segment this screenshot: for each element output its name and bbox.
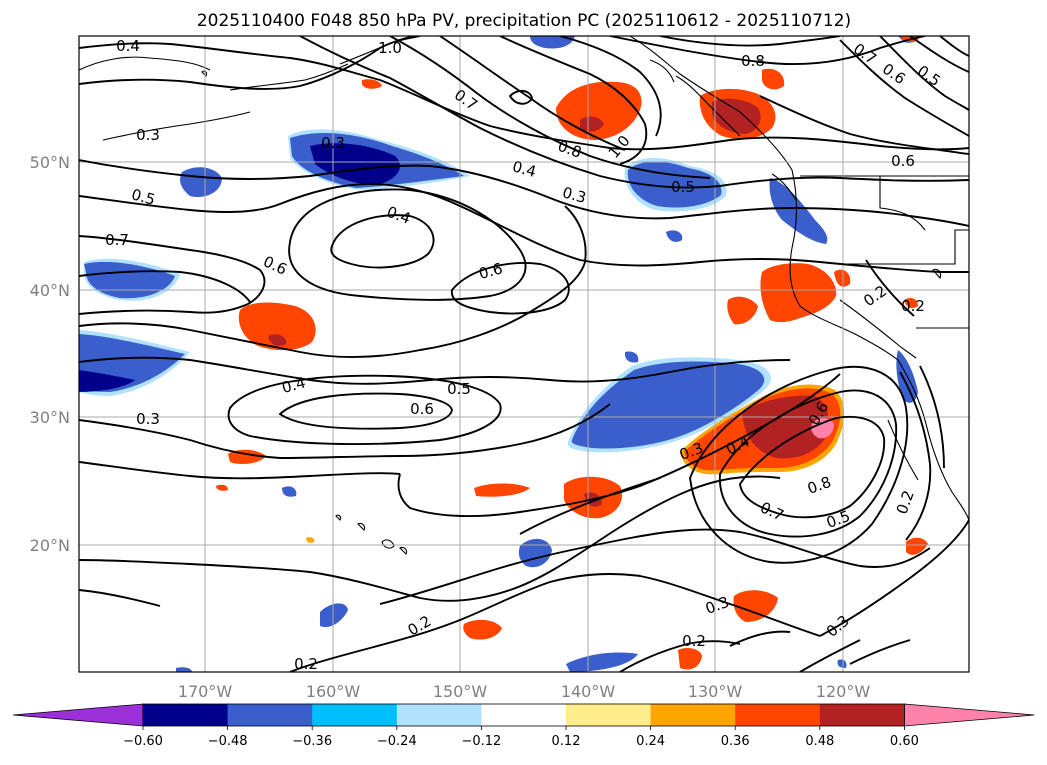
lon-label: 150°W <box>433 682 488 701</box>
lon-label: 130°W <box>688 682 743 701</box>
lat-label: 50°N <box>30 153 70 172</box>
map-frame <box>78 35 970 673</box>
contour-label: 0.4 <box>280 373 308 397</box>
precip-shading <box>79 36 928 672</box>
colorbar-outline <box>142 703 905 727</box>
longitude-labels: 170°W 160°W 150°W 140°W 130°W 120°W <box>178 682 871 701</box>
colorbar-segment <box>650 704 736 726</box>
colorbar-segment <box>312 704 398 726</box>
colorbar-tick-label: 0.36 <box>721 734 750 749</box>
colorbar-tick-label: 0.24 <box>636 734 665 749</box>
contour-label: 0.6 <box>477 259 505 283</box>
lon-label: 140°W <box>561 682 616 701</box>
colorbar-segment <box>481 704 567 726</box>
colorbar-extend-min <box>12 703 144 727</box>
colorbar-segment <box>143 704 229 726</box>
colorbar-segment <box>396 704 482 726</box>
contour-label: 0.4 <box>116 37 140 55</box>
contour-label: 0.3 <box>136 410 160 428</box>
contour-label: 0.5 <box>671 178 695 196</box>
colorbar-tick-label: −0.48 <box>208 734 248 749</box>
contour-label: 0.3 <box>136 126 160 144</box>
contour-label: 0.2 <box>294 655 318 673</box>
lat-label: 30°N <box>30 408 70 427</box>
lon-label: 170°W <box>178 682 233 701</box>
contour-label: 0.7 <box>105 231 129 249</box>
contour-label: 0.5 <box>129 185 157 209</box>
pv-contours <box>79 36 969 672</box>
coastlines <box>79 36 969 555</box>
contour-label: 0.2 <box>682 632 706 650</box>
colorbar-tick-label: −0.12 <box>461 734 501 749</box>
colorbar-tick-label: 0.48 <box>805 734 834 749</box>
negative-precip-areas <box>79 36 920 672</box>
colorbar-segment <box>735 704 821 726</box>
lon-label: 120°W <box>816 682 871 701</box>
contour-label: 1.0 <box>378 39 402 57</box>
colorbar: −0.60 −0.48 −0.36 −0.24 −0.12 0.12 0.24 0.36 0.4… <box>12 703 1035 749</box>
contour-label: 0.3 <box>560 183 588 207</box>
colorbar-segment <box>819 704 905 726</box>
colorbar-tick-label: 0.60 <box>890 734 919 749</box>
lat-label: 20°N <box>30 536 70 555</box>
contour-label: 0.6 <box>410 400 434 418</box>
contour-label: 0.4 <box>510 157 538 181</box>
colorbar-tick-label: −0.60 <box>123 734 163 749</box>
colorbar-segment <box>227 704 313 726</box>
lon-label: 160°W <box>306 682 361 701</box>
colorbar-tick-label: 0.12 <box>552 734 581 749</box>
contour-label: 0.5 <box>447 380 471 398</box>
gridlines <box>79 36 969 672</box>
positive-precip-areas <box>216 36 928 670</box>
contour-label: 0.2 <box>901 297 925 315</box>
contour-label: 0.6 <box>891 152 915 170</box>
map-panel: 0.4 1.0 0.8 0.7 0.6 0.5 0.3 0.3 0.7 0.8 … <box>79 36 969 673</box>
map-title: 2025110400 F048 850 hPa PV, precipitatio… <box>197 11 851 31</box>
latitude-labels: 50°N 40°N 30°N 20°N <box>30 153 70 555</box>
contour-label: 0.8 <box>741 52 765 70</box>
colorbar-extend-max <box>904 703 1035 727</box>
lat-label: 40°N <box>30 281 70 300</box>
contour-label: 0.3 <box>321 134 345 152</box>
map-background <box>79 36 969 672</box>
colorbar-segment <box>566 704 652 726</box>
colorbar-tick-label: −0.36 <box>292 734 332 749</box>
colorbar-tick-label: −0.24 <box>377 734 417 749</box>
